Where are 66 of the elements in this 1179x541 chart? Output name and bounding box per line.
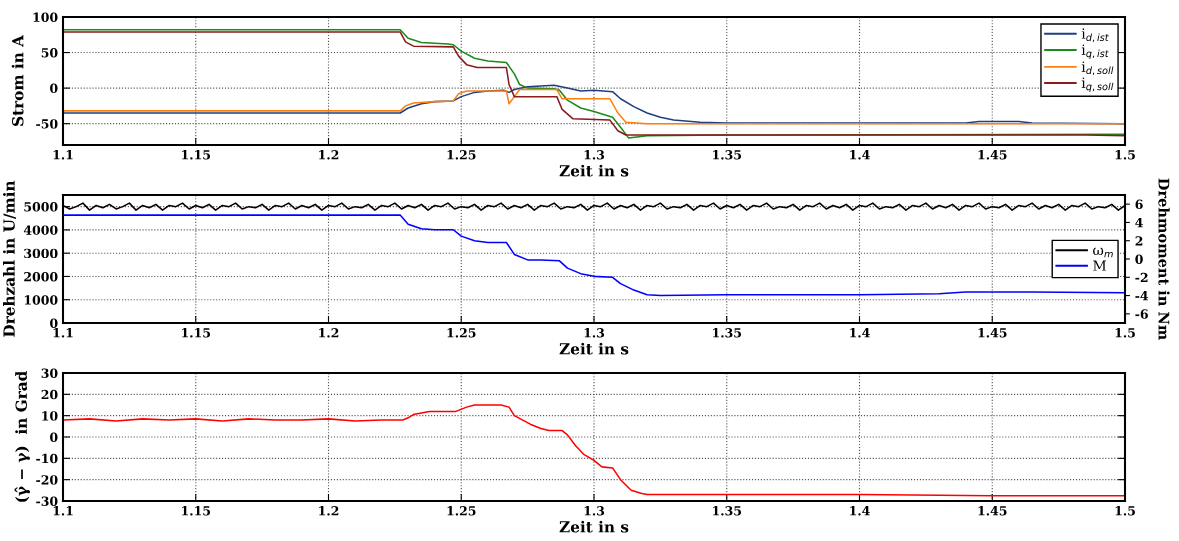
y-tick-label: 10: [42, 411, 58, 421]
x-tick-label: 1.25: [447, 150, 476, 160]
x-tick-label: 1.2: [319, 506, 339, 516]
y2-tick-label: 6: [1135, 199, 1143, 210]
y-tick-label: 0: [50, 83, 58, 94]
y2-tick-label: 0: [1135, 254, 1143, 264]
x-tick-label: 1.2: [319, 150, 339, 160]
x-axis-title: Zeit in s: [559, 520, 629, 533]
y-tick-label: 2000: [24, 271, 58, 282]
y-tick-label: 5000: [24, 202, 58, 212]
legend-label: i$_{d,ist}$: [1081, 28, 1109, 43]
x-tick-label: 1.5: [1115, 506, 1135, 516]
x-tick-label: 1.2: [319, 328, 339, 338]
x-tick-label: 1.35: [713, 150, 742, 160]
x-tick-label: 1.3: [584, 150, 605, 160]
x-tick-label: 1.15: [182, 150, 211, 160]
x-tick-label: 1.15: [182, 506, 211, 516]
y-axis-title: (γ̂ − γ) in Grad: [14, 371, 30, 502]
x-axis-title: Zeit in s: [559, 342, 629, 355]
x-tick-label: 1.25: [447, 506, 476, 516]
x-tick-label: 1.1: [53, 150, 73, 160]
x-tick-label: 1.4: [850, 506, 870, 516]
y-axis-title: Strom in A: [11, 34, 24, 126]
x-tick-label: 1.35: [713, 506, 742, 516]
x-tick-label: 1.1: [53, 506, 73, 516]
x-tick-label: 1.45: [978, 328, 1007, 338]
y-tick-label: -10: [36, 453, 58, 464]
y2-tick-label: 2: [1135, 236, 1143, 246]
y-tick-label: 0: [50, 432, 58, 442]
y2-tick-label: -2: [1135, 272, 1148, 283]
y2-tick-label: -4: [1135, 291, 1149, 301]
legend-label: i$_{q,ist}$: [1081, 44, 1109, 59]
x-tick-label: 1.45: [978, 150, 1007, 160]
x-tick-label: 1.4: [850, 150, 870, 160]
x-tick-label: 1.35: [713, 328, 742, 338]
y2-axis-title: Drehmoment in Nm: [1158, 178, 1170, 340]
y-tick-label: 1000: [24, 295, 58, 305]
y-tick-label: -20: [36, 475, 58, 485]
y-tick-label: 4000: [23, 225, 58, 235]
x-tick-label: 1.25: [447, 328, 476, 338]
y-axis-title: Drehzahl in U/min: [3, 180, 17, 337]
x-tick-label: 1.45: [978, 506, 1007, 516]
y-tick-label: 20: [41, 389, 58, 400]
y-tick-label: 50: [41, 48, 58, 58]
line-series: [63, 404, 1125, 497]
y2-tick-label: -6: [1135, 309, 1148, 319]
x-tick-label: 1.3: [584, 506, 605, 516]
y-tick-label: 3000: [24, 248, 58, 259]
x-tick-label: 1.1: [53, 328, 73, 338]
y-tick-label: 30: [41, 368, 58, 378]
x-tick-label: 1.4: [850, 328, 870, 338]
x-tick-label: 1.3: [584, 328, 605, 338]
legend-label: ω$_{m}$: [1093, 247, 1113, 258]
y-tick-label: -50: [36, 119, 58, 129]
legend-label: i$_{q,soll}$: [1081, 77, 1114, 93]
y-tick-label: -30: [36, 496, 58, 506]
x-axis-title: Zeit in s: [559, 164, 629, 177]
x-tick-label: 1.15: [182, 328, 211, 338]
y-tick-label: 100: [33, 12, 58, 22]
line-series: [63, 214, 1125, 297]
x-tick-label: 1.5: [1115, 328, 1135, 338]
legend-label: M: [1093, 260, 1107, 271]
x-tick-label: 1.5: [1115, 150, 1135, 160]
y2-tick-label: 4: [1135, 217, 1143, 228]
legend-label: i$_{d,soll}$: [1081, 61, 1114, 76]
y-tick-label: 0: [50, 318, 58, 328]
